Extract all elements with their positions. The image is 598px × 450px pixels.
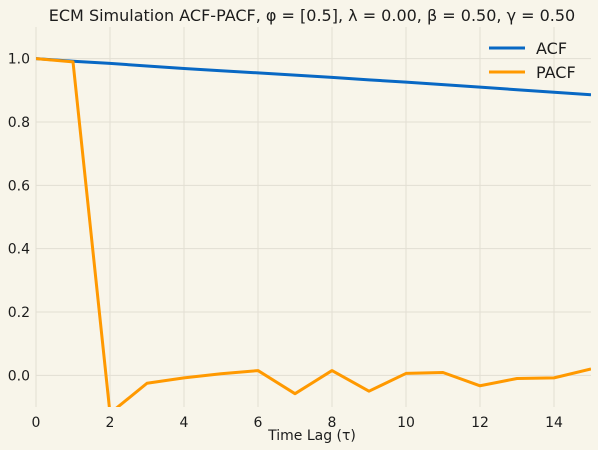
x-axis-label: Time Lag (τ) (267, 428, 356, 444)
legend-item-acf: ACF (489, 39, 567, 58)
legend-item-pacf: PACF (489, 63, 576, 82)
y-tick-label: 0.8 (8, 115, 30, 131)
x-tick-label: 0 (32, 415, 41, 431)
series-lines (36, 57, 591, 407)
legend-label: PACF (536, 63, 576, 82)
series-line-acf (36, 57, 591, 97)
y-tick-label: 1.0 (8, 52, 30, 68)
x-tick-label: 8 (328, 415, 337, 431)
x-tick-label: 2 (106, 415, 115, 431)
y-tick-label: 0.0 (8, 368, 30, 384)
axis-ticks: 0 2 4 6 8 10 12 14 0.0 0.2 0.4 0.6 0.8 1.0 (8, 52, 563, 431)
y-tick-label: 0.2 (8, 305, 30, 321)
x-tick-label: 10 (397, 415, 415, 431)
x-tick-label: 6 (254, 415, 263, 431)
x-tick-label: 12 (471, 415, 489, 431)
legend: ACF PACF (489, 39, 576, 82)
x-tick-label: 14 (545, 415, 563, 431)
y-tick-label: 0.6 (8, 178, 30, 194)
grid (35, 27, 591, 407)
x-tick-label: 4 (180, 415, 189, 431)
chart-title: ECM Simulation ACF-PACF, φ = [0.5], λ = … (49, 6, 575, 25)
y-tick-label: 0.4 (8, 242, 30, 258)
legend-label: ACF (536, 39, 567, 58)
series-line-pacf (36, 57, 591, 407)
